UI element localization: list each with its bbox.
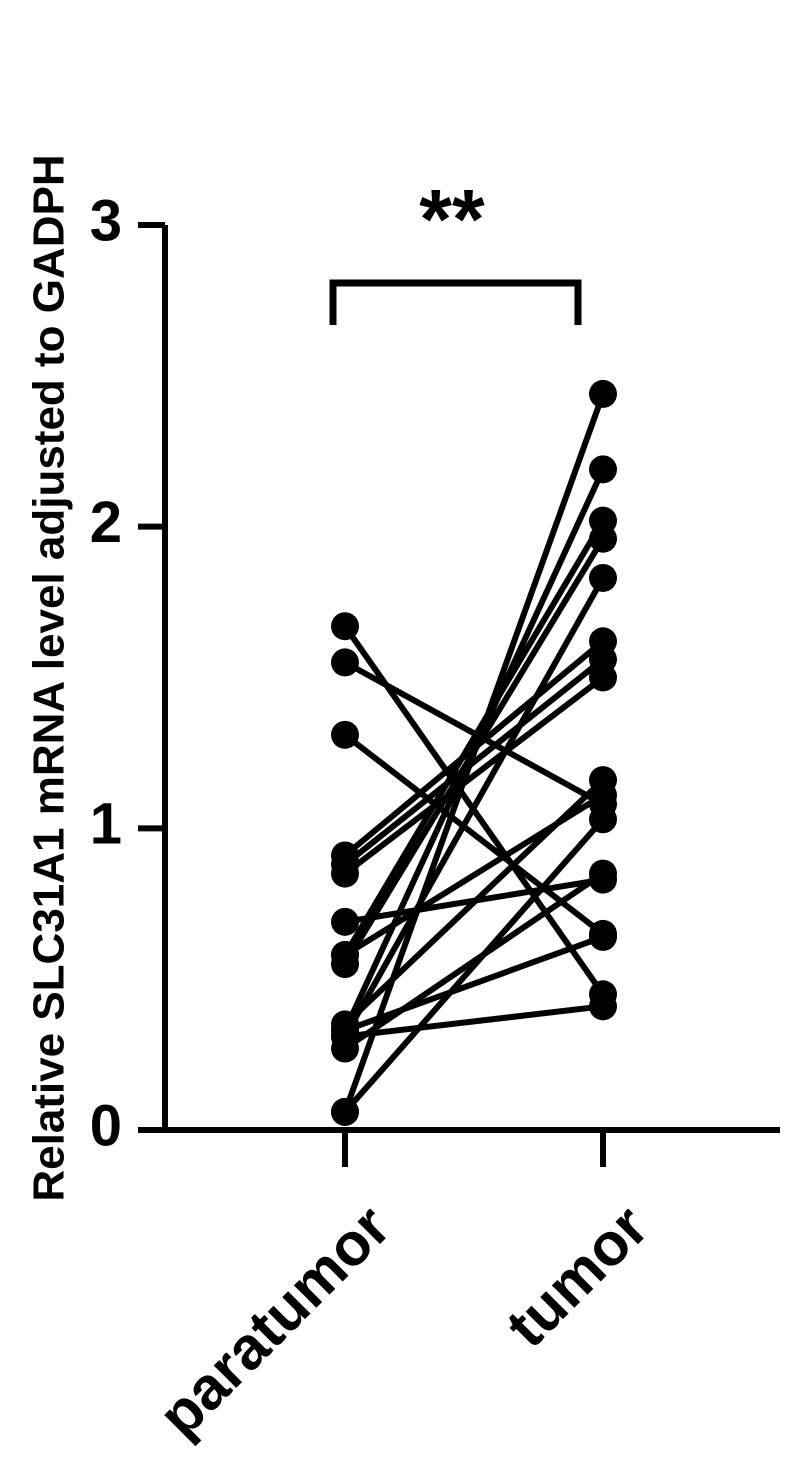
x-tick-label: paratumor [146,1192,403,1449]
data-point [589,766,617,795]
data-point [331,907,359,936]
data-point [331,612,359,641]
data-point [589,922,617,951]
data-point [331,1097,359,1126]
pair-line [342,392,606,1113]
data-point [331,720,359,749]
y-tick-label: 3 [90,188,122,253]
data-point [331,1016,359,1045]
data-point [331,941,359,970]
data-point [589,379,617,408]
data-point [589,859,617,888]
pair-line [342,576,606,1038]
data-point [589,455,617,484]
data-point [589,663,617,692]
data-point [589,563,617,592]
x-tick-label: tumor [493,1192,661,1360]
y-tick-label: 2 [90,490,122,555]
pair-line [343,934,605,1034]
y-tick-label: 1 [90,792,122,857]
y-axis-label: Relative SLC31A1 mRNA level adjusted to … [25,154,74,1201]
y-tick-label: 0 [90,1093,122,1158]
pair-line [343,675,605,876]
data-point [589,805,617,834]
data-point [331,859,359,888]
data-point [331,648,359,677]
pair-line [342,519,606,957]
pair-line [342,817,606,1114]
data-point [589,524,617,553]
pair-line [343,657,605,867]
data-point [589,992,617,1021]
significance-bracket [329,279,582,325]
pair-line [344,1003,604,1040]
significance-label: ** [419,172,485,266]
